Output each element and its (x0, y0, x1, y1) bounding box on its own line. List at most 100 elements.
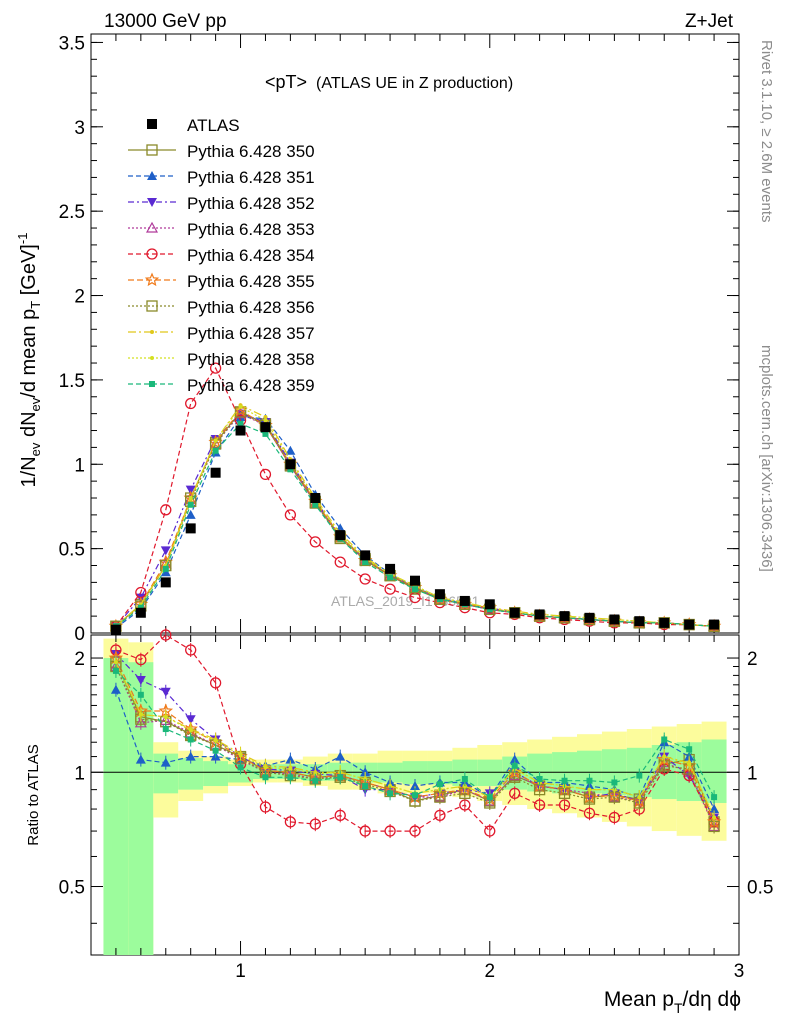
ratio-y-axis-label: Ratio to ATLAS (25, 744, 42, 845)
atlas-data-point (659, 617, 670, 628)
legend-label: Pythia 6.428 355 (187, 272, 315, 291)
marker-dot (163, 714, 168, 719)
x-label-sub: T (674, 1000, 683, 1016)
marker-triangle-down (160, 687, 171, 697)
rivet-label: Rivet 3.1.10, ≥ 2.6M events (758, 40, 775, 223)
marker-triangle-up (185, 509, 196, 519)
marker-filled-square (636, 772, 643, 779)
y-label-sub2: ev (28, 397, 43, 411)
ratio-tick-label-right: 1 (747, 763, 758, 784)
y-tick-label: 0.5 (59, 540, 85, 561)
marker-open-square (146, 300, 158, 312)
marker-triangle-up (160, 757, 171, 767)
x-axis-tick-labels: 1 2 3 (235, 961, 744, 982)
plot-title-main: <pT> (265, 72, 307, 92)
ratio-series-359 (112, 663, 718, 805)
rivet-text: Rivet 3.1.10, ≥ 2.6M events (758, 40, 775, 223)
marker-filled-square (287, 466, 294, 473)
marker-filled-square (412, 586, 418, 593)
header-left: 13000 GeV pp (104, 11, 227, 32)
legend-label-atlas: ATLAS (187, 116, 240, 135)
marker-filled-square (461, 776, 468, 783)
marker-filled-square (149, 381, 155, 387)
marker-open-circle (309, 818, 321, 830)
marker-open-circle (359, 825, 371, 837)
atlas-data-point (160, 577, 171, 588)
x-axis-label: Mean pT/dη dϕ (604, 988, 741, 1016)
marker-open-circle (309, 536, 321, 548)
y-tick-label: 2 (74, 287, 85, 308)
marker-dot (263, 765, 268, 770)
marker-dot (138, 712, 143, 717)
y-label-sub3: T (28, 301, 43, 309)
marker-open-circle (334, 809, 346, 822)
marker-dot (587, 787, 592, 792)
atlas-data-point (335, 530, 346, 541)
marker-filled-square (586, 777, 593, 784)
atlas-data-point (385, 563, 396, 574)
marker-dot (263, 415, 268, 420)
marker-dot (462, 784, 467, 789)
marker-filled-square (362, 783, 369, 790)
marker-filled-square (212, 747, 219, 754)
marker-filled-square (162, 726, 169, 733)
marker-filled-square (711, 794, 718, 801)
stat-uncertainty-bin (477, 759, 503, 787)
marker-triangle-down (147, 198, 157, 207)
marker-dot (612, 787, 617, 792)
atlas-data-point (185, 523, 196, 534)
marker-filled-square (387, 574, 394, 581)
marker-open-circle (509, 787, 521, 799)
marker-filled-square (137, 691, 144, 698)
y-tick-label: 0 (74, 624, 85, 645)
ratio-tick-label-right: 0.5 (747, 878, 773, 899)
marker-dot (288, 767, 293, 772)
marker-filled-square (312, 777, 319, 784)
marker-open-star (208, 434, 223, 449)
y-label-part: 1/N (18, 456, 40, 487)
legend-label: Pythia 6.428 352 (187, 194, 315, 213)
ratio-tick-label: 1 (74, 763, 85, 784)
marker-open-circle (160, 629, 172, 641)
marker-filled-square (436, 596, 443, 603)
atlas-data-point (509, 607, 520, 618)
marker-open-circle (185, 644, 197, 656)
y-label-unit: [GeV] (18, 244, 40, 301)
marker-filled-square (511, 762, 518, 769)
atlas-data-point (559, 611, 570, 622)
marker-open-circle (209, 362, 222, 374)
marker-dot (637, 795, 642, 800)
header-right: Z+Jet (685, 11, 734, 32)
marker-dot (238, 404, 243, 409)
marker-triangle-down (185, 485, 196, 495)
marker-dot (150, 330, 154, 334)
marker-open-circle (334, 556, 346, 568)
marker-filled-square (337, 774, 344, 781)
ratio-tick-label-right: 2 (747, 649, 758, 670)
legend: ATLAS Pythia 6.428 350 Pythia 6.428 351 Pyt… (128, 116, 315, 395)
marker-filled-square (436, 781, 443, 788)
legend-label: Pythia 6.428 356 (187, 298, 315, 317)
marker-open-circle (608, 811, 621, 824)
marker-filled-square (237, 420, 244, 427)
ratio-series-group (108, 628, 722, 839)
marker-triangle-up (110, 684, 121, 694)
marker-open-square (146, 144, 158, 156)
plot-title-sub: (ATLAS UE in Z production) (316, 75, 513, 92)
y-label-sub1: ev (28, 442, 43, 456)
x-label-main: Mean p (604, 988, 674, 1011)
marker-open-circle (409, 825, 421, 837)
atlas-data-point (434, 589, 445, 600)
x-tick-label: 2 (484, 961, 495, 982)
main-series-group (108, 362, 722, 633)
marker-open-circle (209, 677, 222, 689)
main-y-axis-label: 1/Nev dNev/d mean pT [GeV]-1 (15, 233, 43, 488)
marker-filled-square (561, 777, 568, 784)
atlas-data-point (459, 595, 470, 606)
marker-filled-square (187, 736, 194, 743)
marker-filled-square (486, 606, 493, 613)
ratio-series-354 (110, 628, 720, 839)
marker-triangle-up (335, 751, 346, 761)
marker-dot (263, 418, 268, 423)
marker-open-circle (135, 654, 147, 666)
